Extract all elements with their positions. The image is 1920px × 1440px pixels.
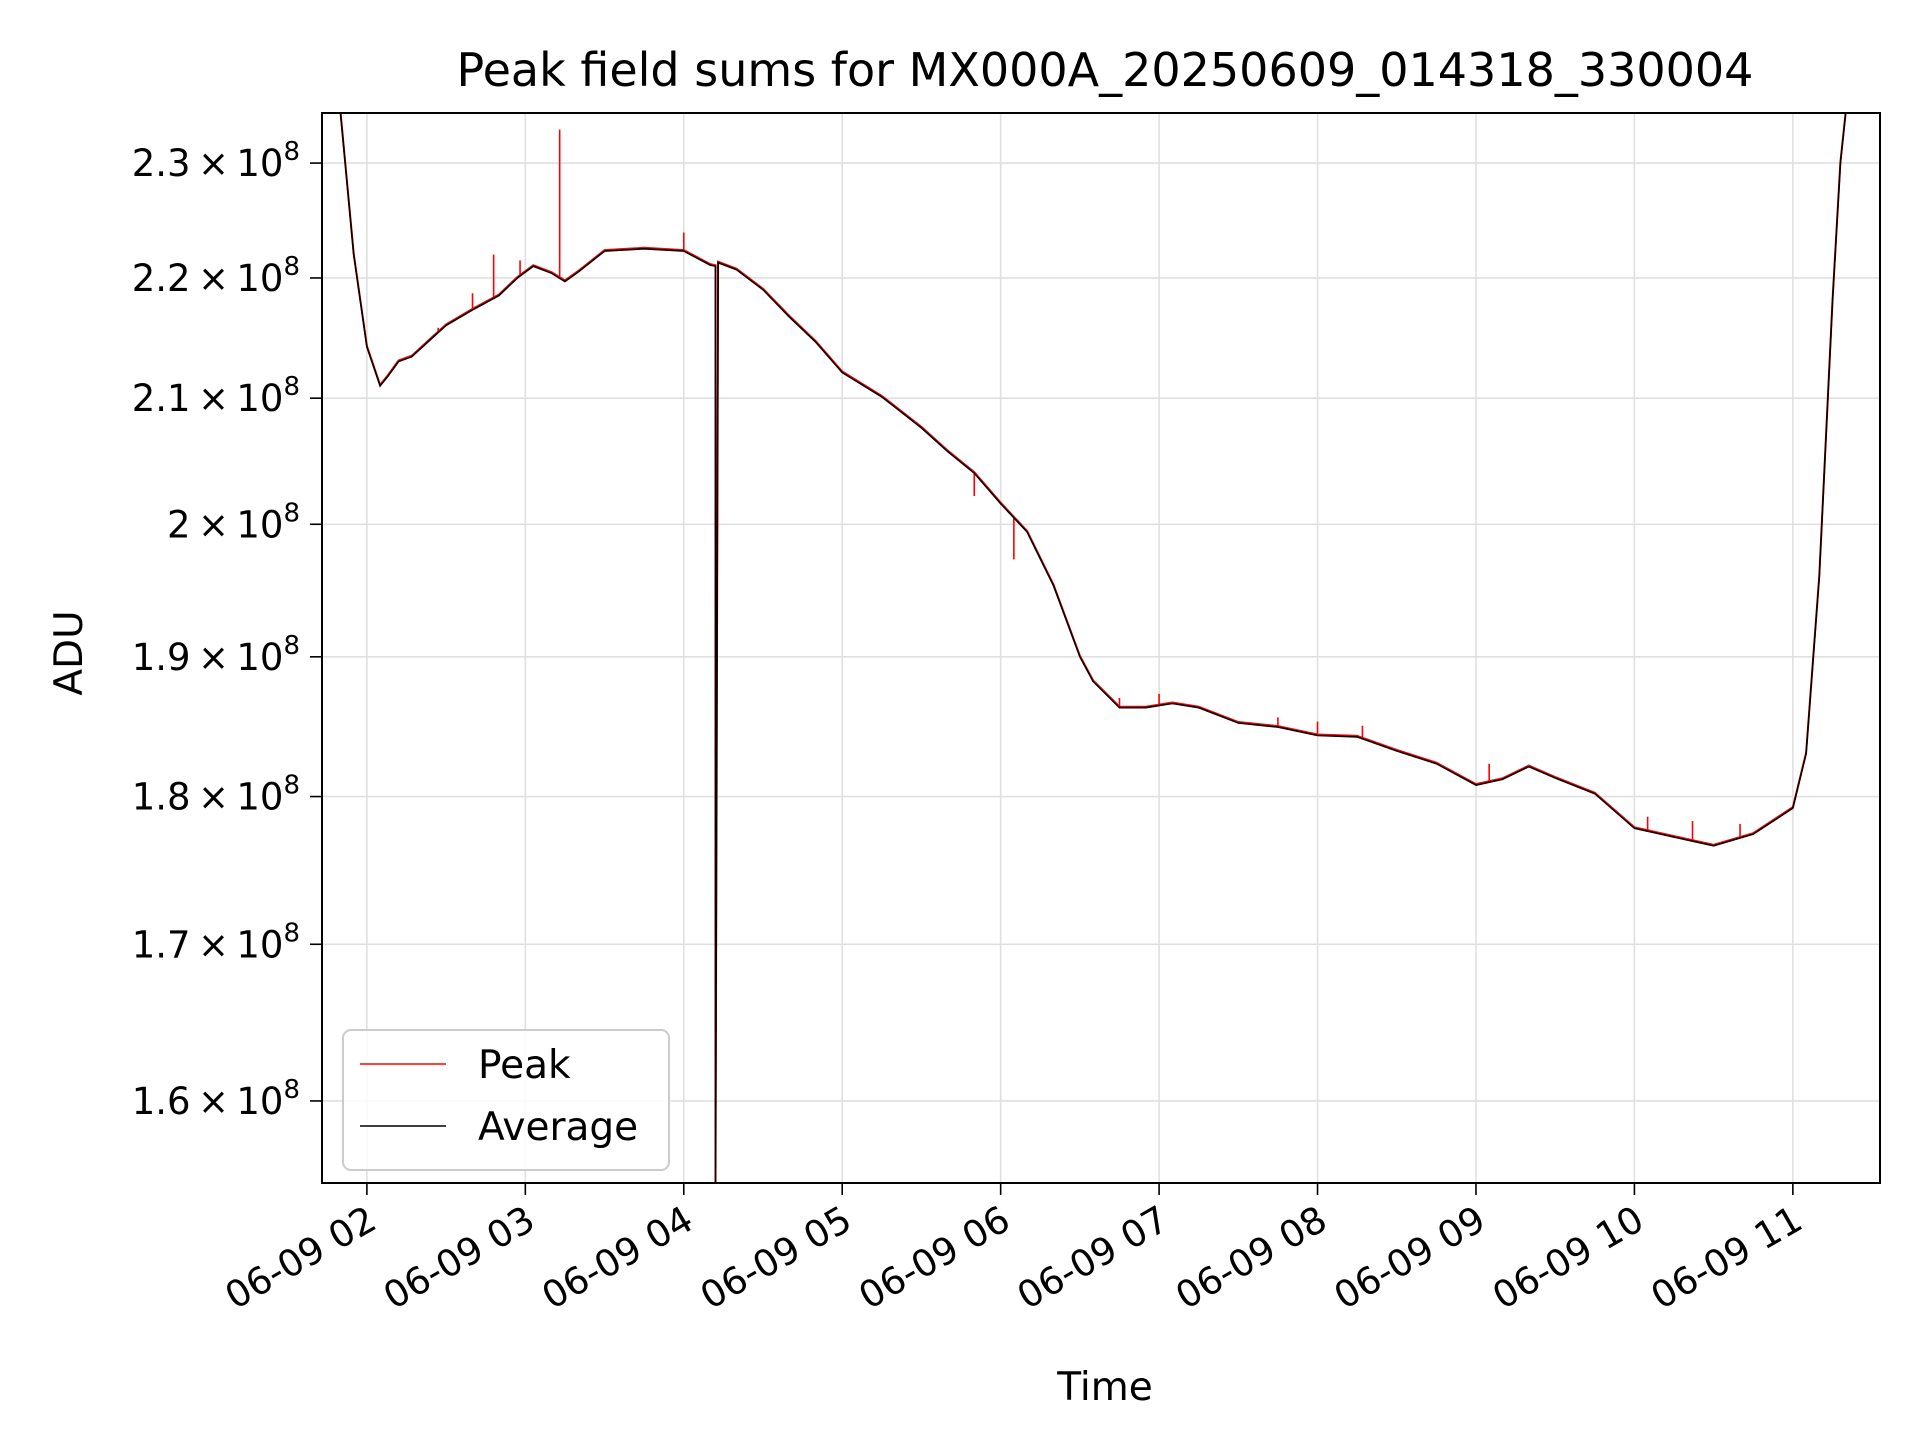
legend-label-peak: Peak <box>478 1043 571 1088</box>
x-tick-label: 06-09 11 <box>1644 1198 1810 1318</box>
y-axis-label: ADU <box>47 610 92 695</box>
y-tick-label: 1.9 × 108 <box>132 631 300 679</box>
y-tick-label: 2.1 × 108 <box>132 372 300 420</box>
plot-area <box>322 113 1847 1183</box>
legend: Peak Average <box>342 1029 670 1171</box>
x-tick-label: 06-09 04 <box>535 1198 701 1318</box>
y-tick-label: 2.3 × 108 <box>132 137 300 185</box>
y-axis: 1.6 × 108 1.7 × 108 1.8 × 108 1.9 × 108 2 × … <box>132 137 322 1123</box>
x-tick-label: 06-09 02 <box>218 1198 384 1318</box>
y-tick-label: 1.7 × 108 <box>132 918 300 966</box>
legend-label-average: Average <box>478 1105 638 1150</box>
y-tick-label: 1.6 × 108 <box>132 1075 300 1123</box>
x-tick-label: 06-09 10 <box>1485 1198 1651 1318</box>
series-line-average <box>322 113 1847 1183</box>
x-tick-label: 06-09 07 <box>1010 1198 1176 1318</box>
y-tick-label: 2.2 × 108 <box>132 252 300 300</box>
grid <box>322 113 1880 1183</box>
x-tick-label: 06-09 08 <box>1168 1198 1334 1318</box>
y-tick-label: 2 × 108 <box>167 498 300 546</box>
x-axis-label: Time <box>1056 1365 1152 1410</box>
legend-box <box>342 1029 670 1171</box>
x-tick-label: 06-09 09 <box>1327 1198 1493 1318</box>
x-tick-label: 06-09 05 <box>693 1198 859 1318</box>
x-tick-label: 06-09 03 <box>376 1198 542 1318</box>
plot-frame <box>321 112 1881 1184</box>
x-tick-label: 06-09 06 <box>852 1198 1018 1318</box>
chart-title: Peak field sums for MX000A_20250609_0143… <box>457 43 1754 97</box>
y-tick-label: 1.8 × 108 <box>132 771 300 819</box>
